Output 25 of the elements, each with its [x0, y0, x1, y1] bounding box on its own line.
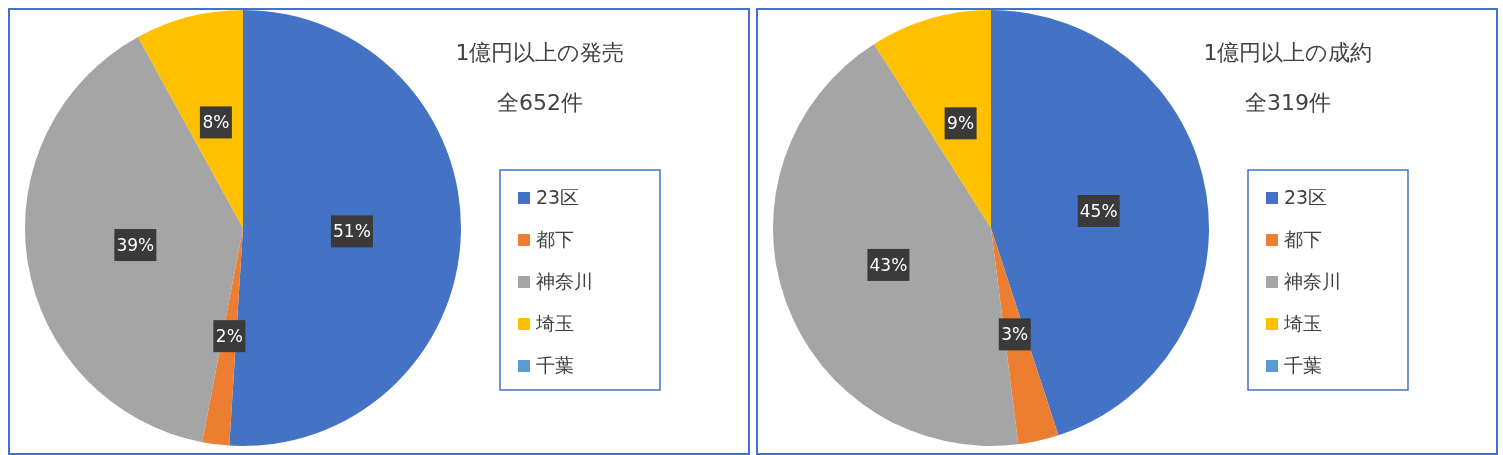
- data-label: 9%: [947, 113, 975, 134]
- legend-label: 埼玉: [535, 312, 574, 334]
- text: 全319件: [1245, 90, 1331, 115]
- data-label: 8%: [202, 112, 230, 133]
- text: 全652件: [497, 90, 583, 115]
- text: 1億円以上の成約: [1203, 40, 1373, 65]
- legend-label: 神奈川: [536, 270, 593, 292]
- data-label: 51%: [333, 221, 371, 242]
- legend-label: 埼玉: [1283, 312, 1322, 334]
- legend-label: 都下: [536, 228, 574, 250]
- data-label: 45%: [1079, 200, 1118, 221]
- pie-slice: [137, 10, 243, 228]
- legend-label: 千葉: [1284, 354, 1322, 376]
- data-label: 2%: [215, 326, 243, 347]
- legend-label: 千葉: [536, 354, 574, 376]
- legend-label: 神奈川: [1284, 270, 1341, 292]
- legend-label: 都下: [1284, 228, 1322, 250]
- data-label: 3%: [1001, 324, 1029, 345]
- data-label: 39%: [116, 235, 155, 256]
- pie-slice: [25, 36, 243, 443]
- legend-label: 23区: [1284, 186, 1328, 208]
- data-label: 43%: [869, 254, 908, 275]
- text: 1億円以上の発売: [455, 40, 625, 65]
- legend-label: 23区: [536, 186, 580, 208]
- pie-slice: [874, 10, 991, 228]
